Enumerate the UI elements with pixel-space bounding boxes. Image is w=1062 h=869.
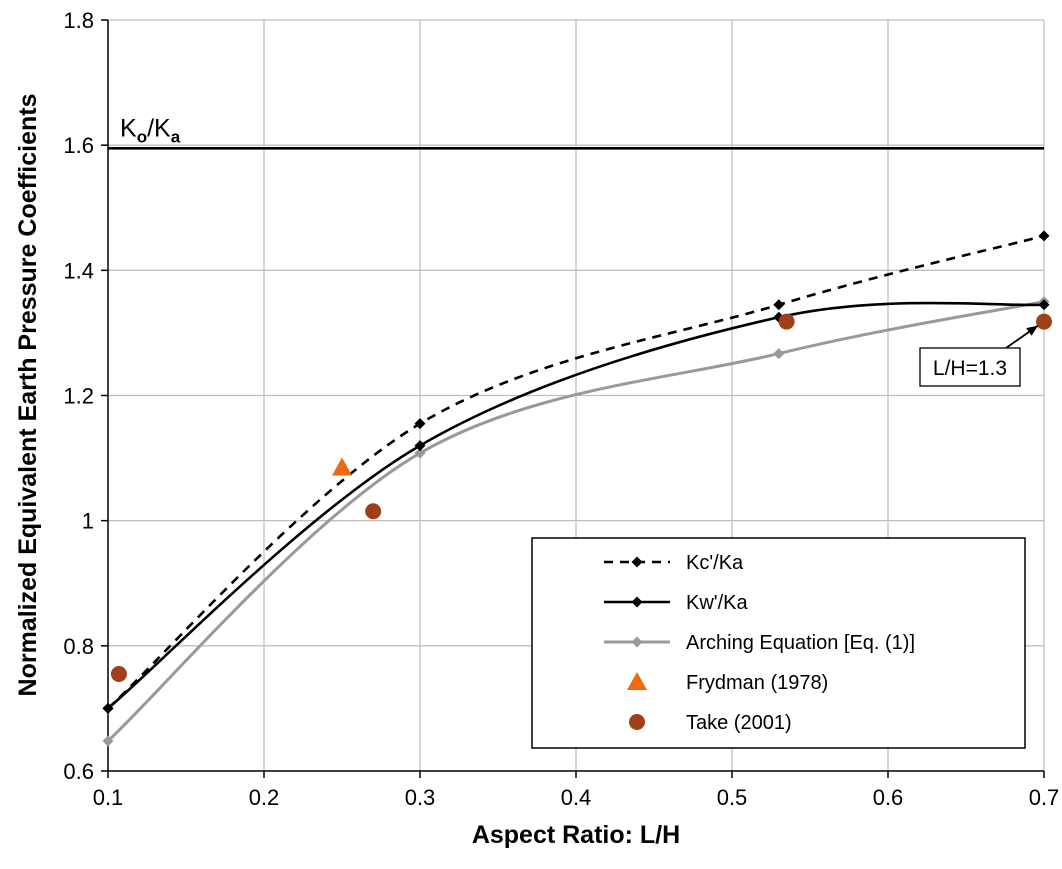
legend-marker-arching-equation-eq-1 <box>631 636 643 648</box>
annotation-text: L/H=1.3 <box>933 357 1007 380</box>
tick-labels: 0.6 0.8 1 1.2 1.4 1.6 1.8 0.1 0.2 0.3 0.4 0.5 0.6 0.7 <box>63 8 1059 810</box>
x-tick-label: 0.6 <box>873 785 904 810</box>
data-point-take-2001 <box>365 503 382 520</box>
series-line-arching-equation-eq-1 <box>106 300 1045 743</box>
series-group <box>102 230 1052 747</box>
legend-marker-kc-ka <box>631 556 643 568</box>
reference-label-part: /K <box>147 114 171 142</box>
y-tick-label: 1.4 <box>63 258 94 283</box>
series-line-kw-ka <box>107 301 1045 710</box>
data-point-arching-equation-eq-1 <box>773 348 785 360</box>
reference-label-part: o <box>137 127 147 146</box>
reference-label-part: a <box>171 127 181 146</box>
data-point-kc-ka <box>102 702 114 714</box>
y-tick-label: 1.2 <box>63 384 94 409</box>
y-tick-label: 0.6 <box>63 759 94 784</box>
y-axis-title: Normalized Equivalent Earth Pressure Coe… <box>14 94 42 697</box>
data-point-take-2001 <box>778 313 795 330</box>
x-tick-label: 0.2 <box>249 785 280 810</box>
x-tick-label: 0.1 <box>93 785 124 810</box>
x-tick-label: 0.3 <box>405 785 436 810</box>
data-point-take-2001 <box>1036 313 1052 330</box>
reference-label-part: K <box>120 114 137 142</box>
x-tick-label: 0.7 <box>1029 785 1060 810</box>
data-point-take-2001 <box>110 665 127 682</box>
annotation-arrowhead <box>1026 325 1038 336</box>
legend-label-kc-ka: Kc'/Ka <box>686 552 744 574</box>
legend-label-arching-equation-eq-1: Arching Equation [Eq. (1)] <box>686 632 915 654</box>
data-point-kc-ka <box>414 418 426 430</box>
y-tick-label: 1.8 <box>63 8 94 33</box>
data-point-kw-ka <box>1038 299 1050 311</box>
x-tick-label: 0.4 <box>561 785 592 810</box>
legend-marker-frydman-1978 <box>627 672 647 690</box>
data-point-kc-ka <box>773 299 785 311</box>
legend: Kc'/Ka Kw'/Ka Arching Equation [Eq. (1)] Fr… <box>531 537 1026 749</box>
reference-line-label: Ko/Ka <box>120 114 181 146</box>
legend-label-frydman-1978: Frydman (1978) <box>686 672 828 694</box>
legend-marker-kw-ka <box>631 596 643 608</box>
x-axis-title: Aspect Ratio: L/H <box>472 821 680 849</box>
data-point-arching-equation-eq-1 <box>414 447 426 459</box>
legend-marker-take-2001 <box>629 714 645 730</box>
y-tick-label: 0.8 <box>63 634 94 659</box>
y-tick-label: 1 <box>82 509 94 534</box>
series-line-kc-ka <box>107 234 1045 710</box>
data-point-frydman-1978 <box>332 457 352 476</box>
data-point-kc-ka <box>1038 230 1050 242</box>
annotation-box <box>919 347 1021 387</box>
axes <box>101 19 1045 778</box>
annotation: L/H=1.3 <box>919 324 1039 387</box>
legend-label-take-2001: Take (2001) <box>686 712 792 734</box>
reference-line: Ko/Ka <box>108 114 1044 150</box>
y-tick-label: 1.6 <box>63 133 94 158</box>
legend-label-kw-ka: Kw'/Ka <box>686 592 748 614</box>
data-point-kw-ka <box>414 440 426 452</box>
data-point-arching-equation-eq-1 <box>102 735 114 747</box>
x-tick-label: 0.5 <box>717 785 748 810</box>
